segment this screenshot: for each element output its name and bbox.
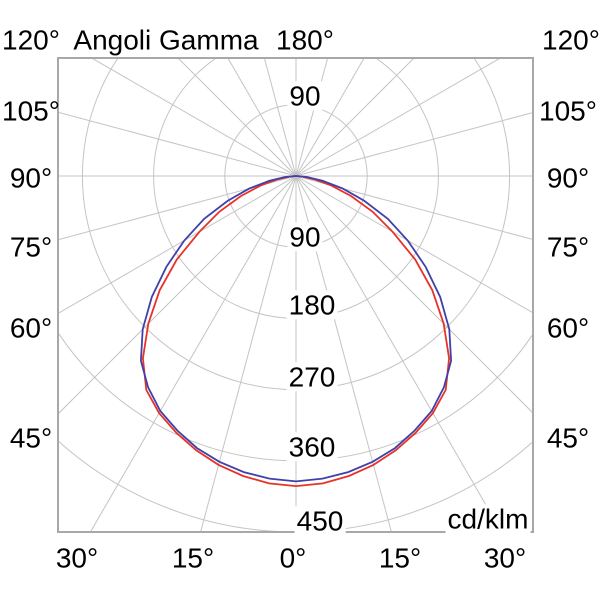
- gamma-angle-label-right: 60°: [546, 312, 590, 344]
- red-curve: [141, 175, 451, 488]
- gamma-angle-label-right: 45°: [546, 422, 590, 454]
- gamma-angle-label-left: 90°: [9, 162, 53, 194]
- radial-tick-label: 180: [286, 289, 338, 321]
- blue-curve: [139, 175, 453, 483]
- radial-tick-label: 90: [287, 221, 323, 253]
- gamma-angle-label-right: 105°: [539, 95, 597, 127]
- gamma-angle-label-left: 45°: [9, 422, 53, 454]
- radial-tick-label: 450: [294, 505, 346, 537]
- gamma-angle-label-bottom: 30°: [483, 542, 527, 574]
- gamma-angle-label-bottom: 15°: [171, 542, 215, 574]
- gamma-angle-label-left: 75°: [9, 231, 53, 263]
- gamma-angle-label-right: 90°: [546, 162, 590, 194]
- gamma-angle-label-bottom: 30°: [55, 542, 99, 574]
- chart-title: Angoli Gamma: [73, 24, 259, 56]
- gamma-angle-label-top: 120°: [542, 24, 600, 56]
- radial-tick-label: 90: [287, 80, 323, 112]
- gamma-angle-label-bottom: 0°: [279, 542, 307, 574]
- intensity-curves: [139, 175, 453, 488]
- gamma-angle-label-left: 105°: [2, 95, 60, 127]
- radial-tick-label: 360: [286, 431, 338, 463]
- gamma-angle-label-top: 120°: [2, 24, 60, 56]
- gamma-angle-label-top: 180°: [276, 24, 334, 56]
- radial-tick-label: 270: [286, 361, 338, 393]
- unit-label: cd/klm: [445, 503, 531, 535]
- gamma-angle-label-left: 60°: [9, 312, 53, 344]
- gamma-angle-label-bottom: 15°: [378, 542, 422, 574]
- gamma-angle-label-right: 75°: [546, 231, 590, 263]
